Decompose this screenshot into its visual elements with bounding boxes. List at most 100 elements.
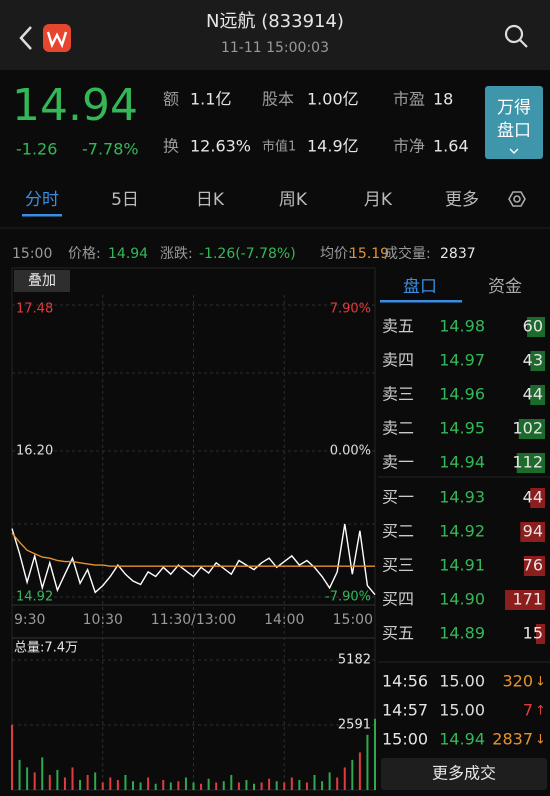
book-tab[interactable]: 盘口 [403,277,437,297]
overlay-label: 叠加 [28,273,56,289]
volume-bar [18,759,21,790]
level-bar [523,556,545,576]
stat-label: 股本 [262,90,294,109]
x-tick-label: 10:30 [83,612,123,628]
volume-bar [139,782,142,790]
search-button[interactable] [504,24,524,44]
level-bar [536,624,545,644]
volume-bar [63,777,66,790]
x-tick-label: 15:00 [333,612,373,628]
stat-value: 12.63% [190,137,251,156]
info-change-label: 涨跌: [160,246,193,262]
volume-bar [177,781,180,790]
level-name: 买三 [382,556,414,575]
volume-bar [230,774,233,790]
level-name: 买一 [382,488,414,507]
price-change: -1.26 [16,140,57,159]
info-price: 14.94 [108,246,148,262]
level-name: 卖五 [382,317,414,336]
trade-volume: 2837 [492,730,533,749]
volume-bar [71,767,74,790]
tab[interactable]: 周K [279,190,308,210]
y2-tick-label: 7.90% [330,302,371,317]
tab[interactable]: 5日 [111,190,139,210]
level-bar [530,385,545,405]
level-bar [520,522,545,542]
tab[interactable]: 日K [196,190,225,210]
level-price: 14.93 [439,488,485,507]
trade-volume: 7 [523,701,533,720]
more-trades-button[interactable] [381,758,547,790]
level-bar [505,590,545,610]
info-avg-label: 均价: [320,246,353,262]
volume-bar [253,783,255,790]
level-name: 卖三 [382,385,414,404]
overlay-button[interactable] [14,270,70,292]
volume-bar [328,772,331,790]
info-volume-label: 成交量: [384,245,431,262]
volume-bar [305,782,308,790]
tab[interactable]: 月K [364,190,393,210]
level-price: 14.92 [439,522,485,541]
level-volume: 76 [523,556,543,575]
volume-bar [366,734,369,790]
stat-label: 换 [163,137,179,156]
back-button[interactable] [19,26,32,50]
price-line [11,532,375,567]
stat-label: 额 [163,90,179,109]
volume-bar [192,782,195,790]
volume-bar [343,767,346,790]
more-trades-label: 更多成交 [432,764,496,783]
level-price: 14.95 [439,419,485,438]
level-name: 卖二 [382,419,414,438]
volume-bar [184,777,187,790]
stat-label: 市盈 [393,90,425,109]
volume-bar [351,759,354,790]
info-time: 15:00 [12,246,52,262]
y-tick-label: 16.20 [16,444,53,459]
level-name: 买二 [382,522,414,541]
info-change: -1.26(-7.78%) [199,246,296,262]
level-volume: 102 [512,419,543,438]
price-change-pct: -7.78% [82,140,139,159]
volume-bar [321,781,324,790]
level-volume: 44 [523,385,543,404]
volume-bar [109,777,112,790]
side-button-label: 盘口 [497,121,531,141]
level-bar [530,351,545,371]
volume-bar [94,772,97,790]
info-avg: 15.19 [349,246,389,262]
search-handle [519,39,528,48]
volume-bar [275,781,278,790]
level-name: 卖一 [382,453,414,472]
level-price: 14.97 [439,351,485,370]
volume-bar [124,774,127,790]
level-bar [518,419,545,439]
x-tick-label: 11:30/13:00 [151,612,236,628]
tab[interactable]: 分时 [25,190,59,210]
trade-time: 14:57 [382,701,428,720]
settings-button[interactable] [508,191,526,207]
level-name: 买五 [382,624,414,643]
level-price: 14.90 [439,590,485,609]
level-price: 14.94 [439,453,485,472]
volume-bar [56,769,59,790]
side-button-label: 万得 [497,98,531,118]
trade-direction: ↑ [535,704,546,719]
y2-tick-label: 0.00% [330,444,371,459]
stat-value: 1.00亿 [307,90,359,109]
price-line [11,523,376,596]
volume-bar [336,777,339,790]
level-volume: 171 [512,590,543,609]
last-price: 14.94 [12,80,138,131]
volume-bar [298,779,301,790]
level-volume: 44 [523,488,543,507]
side-button[interactable] [485,86,543,159]
volume-bar [290,777,293,790]
level-bar [516,453,545,473]
level-name: 买四 [382,590,414,609]
tab[interactable]: 更多 [445,190,479,210]
book-tab[interactable]: 资金 [488,277,522,297]
volume-bar [260,782,263,790]
